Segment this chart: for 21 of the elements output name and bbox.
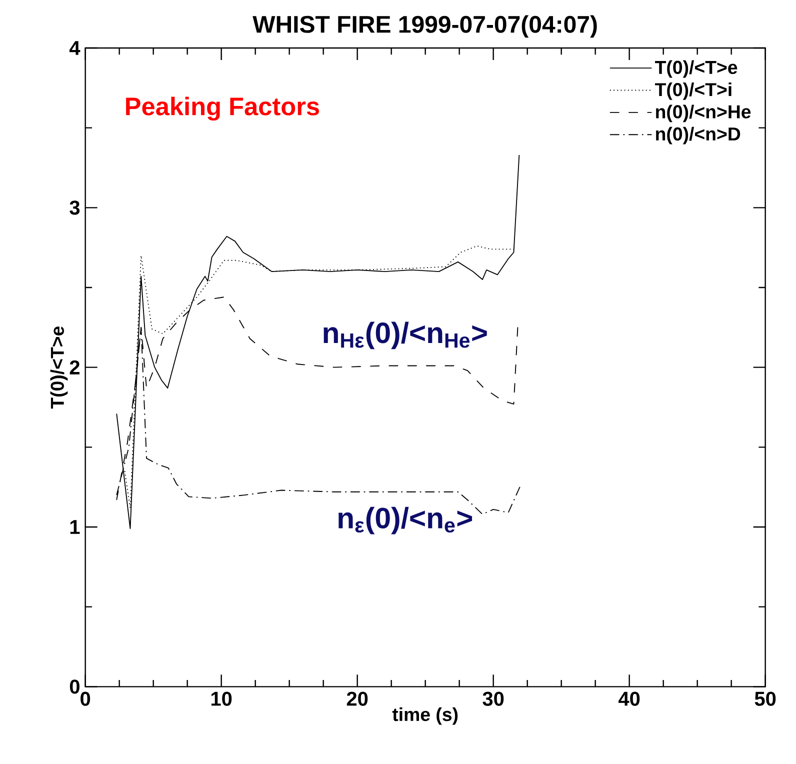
legend-label: T(0)/<T>i — [655, 82, 732, 100]
x-tick-label: 10 — [211, 692, 232, 706]
chart-title: WHIST FIRE 1999-07-07(04:07) — [252, 15, 597, 38]
legend-label: n(0)/<n>He — [656, 104, 751, 122]
y-tick-label: 0 — [70, 680, 80, 694]
annotation: n$_{ε}$(0)/<n$_{e}$> — [338, 506, 472, 534]
x-axis-title: time (s) — [392, 707, 458, 725]
annotation: Peaking Factors — [126, 96, 320, 121]
y-tick-label: 2 — [70, 360, 80, 374]
y-tick-label: 3 — [70, 200, 80, 215]
x-tick-label: 20 — [346, 692, 368, 706]
legend-label: T(0)/<T>e — [655, 60, 738, 78]
x-tick-label: 40 — [618, 692, 640, 706]
annotation: n$_{Hε}$(0)/<n$_{He}$> — [324, 322, 487, 350]
x-tick-label: 50 — [754, 692, 776, 706]
x-tick-label: 30 — [482, 692, 504, 706]
legend-label: n(0)/<n>D — [656, 126, 740, 144]
x-tick-label: 0 — [80, 692, 90, 706]
y-axis-title: T(0)/<T>e — [50, 326, 68, 409]
y-tick-label: 4 — [69, 41, 80, 55]
y-tick-label: 1 — [70, 520, 80, 534]
